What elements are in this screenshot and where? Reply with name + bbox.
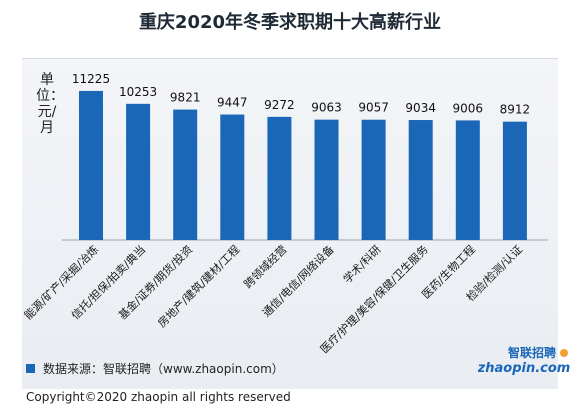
category-label-6: 学术/科研 (340, 242, 384, 286)
bar-4 (267, 116, 292, 240)
logo-dot (560, 349, 568, 357)
value-label-1: 10253 (119, 85, 157, 99)
bar-0 (79, 90, 103, 240)
legend: 数据来源：智联招聘（www.zhaopin.com） (26, 360, 284, 377)
legend-swatch (26, 364, 35, 373)
logo-text-en: zhaopin.com (478, 361, 570, 376)
value-label-8: 9006 (453, 101, 484, 115)
value-label-4: 9272 (264, 98, 295, 112)
bar-6 (361, 119, 386, 240)
logo-text-cn: 智联招聘 (507, 345, 556, 360)
value-label-0: 11225 (72, 72, 110, 86)
category-label-3: 房地产/建筑/建材/工程 (155, 242, 243, 330)
value-label-9: 8912 (500, 103, 531, 117)
legend-label: 数据来源：智联招聘（www.zhaopin.com） (43, 362, 284, 376)
category-label-4: 跨领域经营 (241, 242, 290, 291)
value-label-6: 9057 (358, 101, 389, 115)
value-label-2: 9821 (170, 91, 201, 105)
bar-8 (455, 120, 480, 240)
bar-5 (314, 119, 339, 240)
y-axis-label: 单位：元/月 (36, 72, 64, 136)
value-label-5: 9063 (311, 101, 342, 115)
zhaopin-logo: 智联招聘 zhaopin.com (478, 345, 570, 376)
bar-7 (408, 120, 433, 240)
value-label-7: 9034 (405, 101, 436, 115)
bar-2 (173, 109, 198, 240)
bar-1 (126, 103, 151, 241)
chart-title: 重庆2020年冬季求职期十大高薪行业 (138, 12, 442, 33)
value-label-3: 9447 (217, 96, 248, 110)
bar-3 (220, 114, 245, 240)
bar-9 (502, 121, 527, 240)
copyright: Copyright©2020 zhaopin all rights reserv… (26, 390, 291, 404)
